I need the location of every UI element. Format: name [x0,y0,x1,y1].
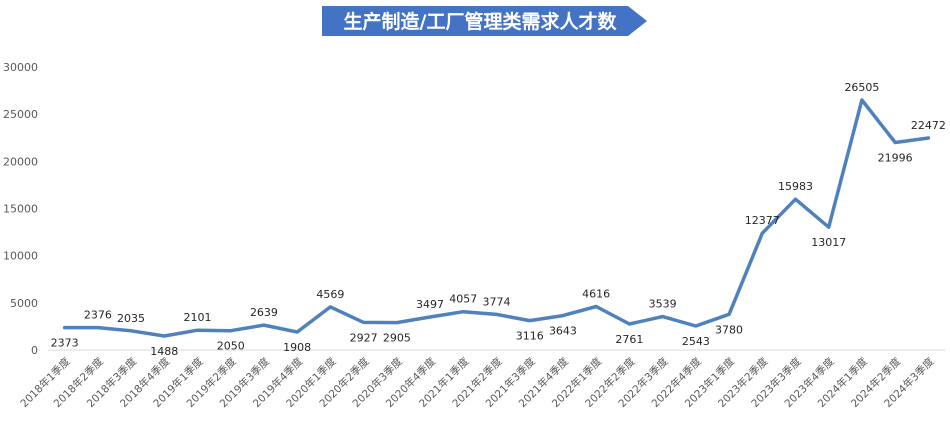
y-tick-label: 20000 [3,155,38,168]
y-tick-label: 0 [31,344,38,357]
data-label: 2376 [84,309,112,322]
data-label: 3643 [549,325,577,338]
data-label: 3780 [715,323,743,336]
data-label: 1908 [283,341,311,354]
data-labels: 2373 2376 2035 1488 2101 2050 2639 1908 4569 2927… [51,81,946,358]
data-label: 2543 [682,335,710,348]
data-label: 2101 [184,311,212,324]
y-tick-label: 10000 [3,250,38,263]
data-label: 2927 [350,331,378,344]
data-label: 2639 [250,306,278,319]
y-tick-label: 25000 [3,108,38,121]
series-line [62,98,931,338]
y-tick-label: 5000 [10,297,38,310]
title-banner [322,6,647,36]
data-label: 2035 [117,312,145,325]
chart-title: 生产制造/工厂管理类需求人才数 [344,10,618,33]
data-label: 3539 [649,298,677,311]
data-label: 13017 [811,236,846,249]
data-label: 3497 [416,298,444,311]
data-label: 2373 [51,337,79,350]
x-axis-ticks: 2018年1季度2018年2季度2018年3季度2018年4季度2019年1季度… [18,355,937,410]
data-label: 3774 [483,295,511,308]
data-label: 26505 [844,81,879,94]
data-label: 4057 [449,293,477,306]
data-label: 1488 [150,345,178,358]
data-label: 2761 [615,333,643,346]
data-label: 2050 [217,340,245,353]
y-axis-ticks: 0 5000 10000 15000 20000 25000 30000 [3,61,38,357]
data-label: 21996 [878,152,913,165]
data-label: 4569 [316,288,344,301]
data-label: 15983 [778,180,813,193]
y-tick-label: 30000 [3,61,38,74]
data-label: 2905 [383,332,411,345]
data-label: 4616 [582,287,610,300]
data-label: 12377 [745,214,780,227]
y-tick-label: 15000 [3,203,38,216]
data-label: 3116 [516,330,544,343]
data-label: 22472 [911,119,946,132]
